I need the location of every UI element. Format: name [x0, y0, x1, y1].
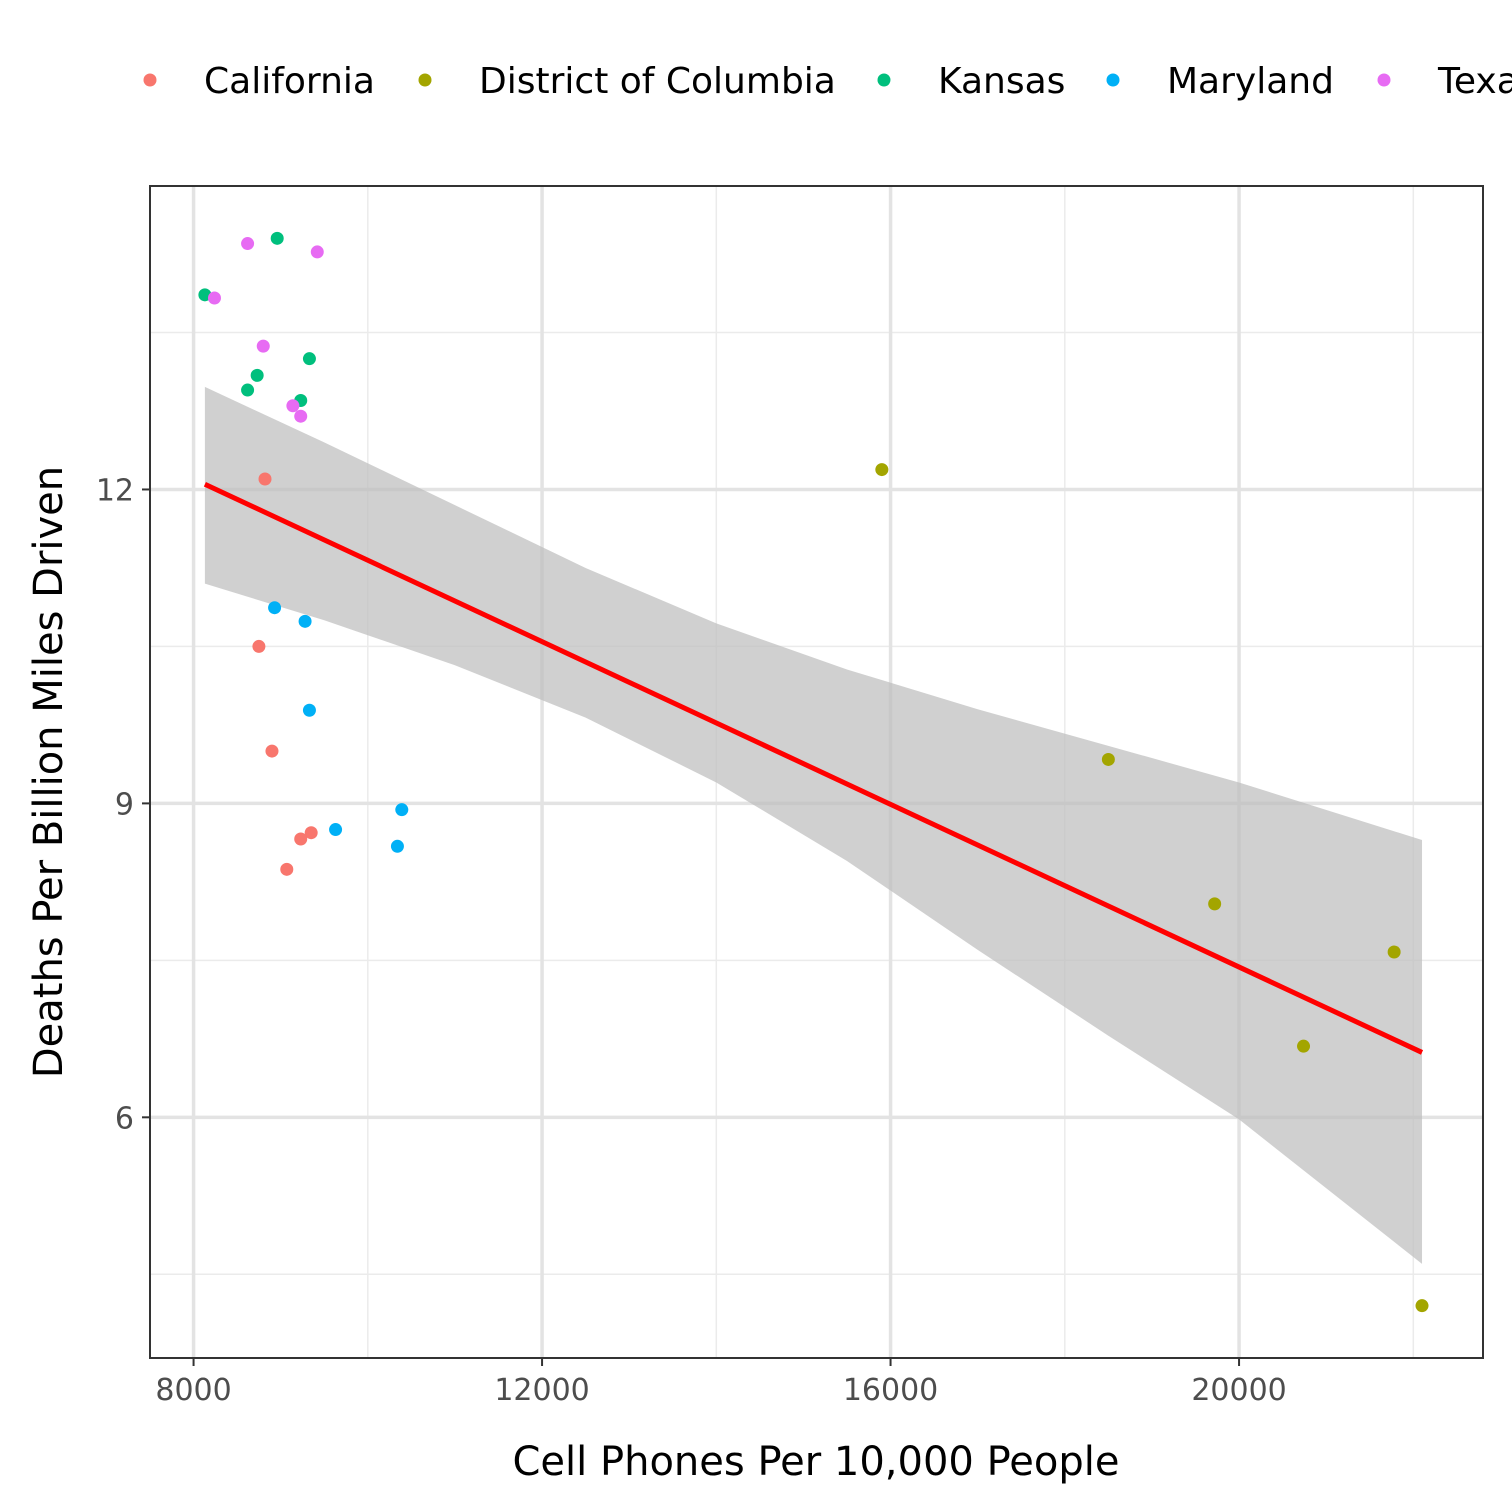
data-point — [241, 383, 255, 397]
trend-line — [203, 481, 1424, 1055]
data-point — [294, 409, 308, 423]
legend-key — [1377, 73, 1391, 87]
legend-key — [1106, 73, 1120, 87]
y-tick-label: 9 — [115, 787, 134, 822]
trend-line-group — [203, 481, 1424, 1055]
data-point — [1101, 752, 1115, 766]
data-point — [390, 839, 404, 853]
legend-key — [143, 73, 157, 87]
data-point — [1415, 1299, 1429, 1313]
data-point — [252, 639, 266, 653]
data-point — [1297, 1039, 1311, 1053]
data-point — [280, 862, 294, 876]
data-point — [250, 368, 264, 382]
data-point — [329, 823, 343, 837]
data-point — [256, 339, 270, 353]
legend-label: Kansas — [938, 61, 1065, 102]
data-point — [294, 832, 308, 846]
data-point — [207, 291, 221, 305]
data-points — [198, 231, 1429, 1313]
data-point — [302, 703, 316, 717]
data-point — [310, 245, 324, 259]
data-point — [1387, 945, 1401, 959]
plot-border — [149, 185, 1484, 1359]
y-axis-title: Deaths Per Billion Miles Driven — [26, 466, 72, 1078]
data-point — [1208, 897, 1222, 911]
x-axis: 8000 12000 16000 20000 — [155, 1358, 1287, 1408]
legend-label: Maryland — [1167, 61, 1334, 102]
legend: California District of Columbia Kansas Mary… — [143, 61, 1512, 102]
x-tick-label: 16000 — [843, 1373, 938, 1408]
data-point — [302, 352, 316, 366]
confidence-band-group — [204, 386, 1423, 1264]
data-point — [286, 399, 300, 413]
data-point — [265, 744, 279, 758]
legend-key — [418, 73, 432, 87]
x-tick-label: 20000 — [1191, 1373, 1286, 1408]
x-axis-title: Cell Phones Per 10,000 People — [513, 1439, 1120, 1485]
data-point — [270, 231, 284, 245]
legend-label: District of Columbia — [479, 61, 836, 102]
data-point — [875, 463, 889, 477]
y-tick-label: 12 — [96, 473, 134, 508]
data-point — [304, 826, 318, 840]
data-point — [241, 237, 255, 251]
y-axis: 6 9 12 — [96, 473, 150, 1136]
legend-label: Texas — [1437, 61, 1512, 102]
data-point — [298, 614, 312, 628]
legend-label: California — [204, 61, 375, 102]
data-point — [268, 601, 282, 615]
x-tick-label: 8000 — [155, 1373, 231, 1408]
legend-key — [877, 73, 891, 87]
x-tick-label: 12000 — [494, 1373, 589, 1408]
y-tick-label: 6 — [115, 1101, 134, 1136]
data-point — [258, 472, 272, 486]
confidence-band — [204, 386, 1423, 1264]
data-point — [395, 803, 409, 817]
